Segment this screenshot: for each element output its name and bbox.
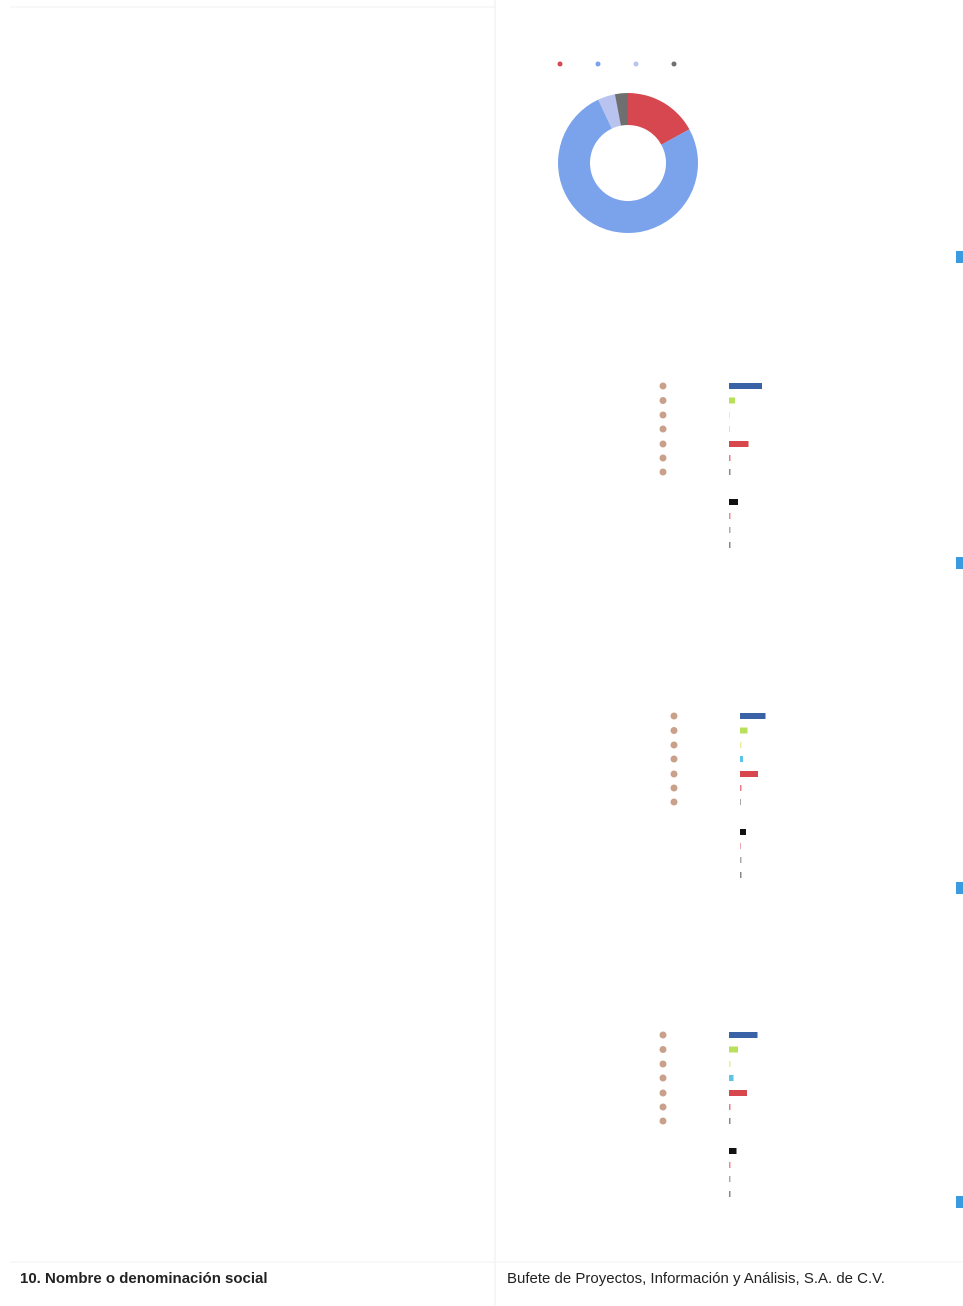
bar	[729, 1032, 758, 1038]
bar	[729, 513, 731, 519]
bar	[729, 1061, 731, 1067]
bar	[729, 1191, 731, 1197]
avatar	[670, 741, 678, 749]
avatar	[659, 454, 667, 462]
bar	[740, 785, 742, 791]
marker	[956, 882, 963, 894]
avatar	[670, 770, 678, 778]
bar	[729, 1090, 747, 1096]
bar	[729, 1118, 731, 1124]
avatar	[670, 784, 678, 792]
marker	[956, 1196, 963, 1208]
avatar	[659, 382, 667, 390]
legend-dot	[633, 61, 639, 67]
bar	[729, 527, 731, 533]
legend-dot	[595, 61, 601, 67]
avatar	[659, 440, 667, 448]
bar	[729, 441, 749, 447]
donut-slice	[598, 94, 621, 129]
bar	[740, 771, 758, 777]
avatar	[659, 1089, 667, 1097]
field-label: 10. Nombre o denominación social	[20, 1270, 268, 1287]
marker	[956, 557, 963, 569]
bar	[729, 397, 735, 404]
avatar	[659, 411, 667, 419]
bar	[740, 857, 742, 863]
donut-slice	[558, 99, 698, 233]
bar	[740, 742, 742, 748]
bar	[729, 1162, 731, 1168]
avatar	[659, 1060, 667, 1068]
donut-slice	[628, 93, 690, 145]
avatar	[659, 468, 667, 476]
avatar	[670, 712, 678, 720]
avatar	[670, 798, 678, 806]
bar	[729, 1176, 731, 1182]
avatar	[659, 1117, 667, 1125]
donut-slice	[614, 93, 628, 126]
avatar	[659, 425, 667, 433]
legend-dot	[671, 61, 677, 67]
bar	[729, 542, 731, 548]
bar	[729, 426, 730, 432]
avatar	[670, 755, 678, 763]
bar	[729, 499, 738, 505]
field-value: Bufete de Proyectos, Información y Análi…	[507, 1270, 885, 1287]
bar	[729, 1075, 734, 1081]
bar	[740, 829, 746, 835]
bar	[740, 872, 742, 878]
bar	[729, 383, 762, 389]
bar	[740, 799, 741, 805]
marker	[956, 251, 963, 263]
bar	[740, 843, 741, 849]
avatar	[659, 1046, 667, 1053]
bar	[740, 727, 748, 734]
legend-dot	[557, 61, 563, 67]
bar	[729, 1148, 737, 1154]
bar	[740, 756, 743, 762]
bar	[729, 412, 730, 418]
bar	[740, 713, 766, 719]
avatar	[659, 1103, 667, 1111]
avatar	[659, 1074, 667, 1082]
bar	[729, 455, 731, 461]
bar	[729, 1104, 731, 1110]
avatar	[670, 727, 678, 734]
avatar	[659, 1031, 667, 1039]
bar	[729, 469, 731, 475]
bar	[729, 1046, 738, 1053]
avatar	[659, 397, 667, 404]
